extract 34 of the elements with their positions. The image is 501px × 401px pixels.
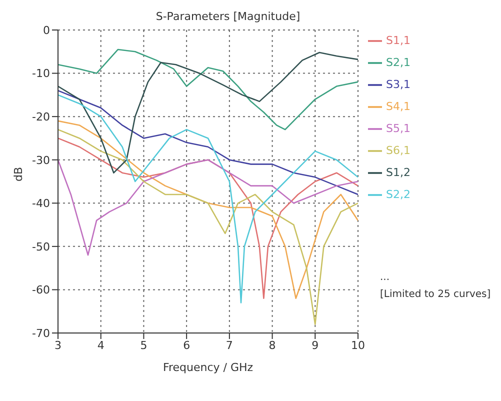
- legend-label: S4,1: [386, 100, 410, 113]
- x-tick-label: 3: [54, 338, 62, 352]
- y-tick-label: -70: [32, 326, 50, 340]
- y-tick-label: -50: [32, 240, 50, 254]
- y-tick-label: -40: [32, 197, 50, 210]
- x-tick-label: 6: [183, 338, 190, 352]
- legend-label: S2,1: [386, 56, 410, 69]
- line-series: [58, 48, 358, 130]
- text: ...: [380, 272, 391, 283]
- y-tick-label: -20: [32, 110, 50, 124]
- y-tick-label: -10: [32, 67, 50, 80]
- chart-title: S-Parameters [Magnitude]: [154, 10, 302, 23]
- legend-label: S3,1: [386, 78, 410, 91]
- line-series: [58, 90, 358, 196]
- line-series: [58, 52, 358, 174]
- x-axis-title: Frequency / GHz: [162, 361, 254, 374]
- line-series: [58, 128, 358, 325]
- y-tick-label: 0: [43, 24, 50, 37]
- x-tick-label: 7: [226, 338, 233, 352]
- x-tick-label: 5: [140, 338, 148, 352]
- x-tick-label: 8: [268, 338, 276, 352]
- legend-label: S6,1: [386, 144, 410, 157]
- x-tick-label: 4: [97, 338, 104, 352]
- y-tick-label: -30: [32, 154, 50, 167]
- x-tick-label: 9: [312, 338, 319, 352]
- legend-label: S5,1: [386, 122, 410, 135]
- legend-label: S2,2: [386, 188, 410, 201]
- text: [Limited to 25 curves]: [380, 289, 491, 300]
- x-tick-label: 10: [351, 338, 365, 352]
- line-series: [58, 159, 358, 256]
- y-tick-label: -60: [32, 284, 50, 297]
- legend-label: S1,2: [386, 166, 410, 179]
- legend-label: S1,1: [386, 34, 410, 47]
- y-axis-title: dB: [12, 166, 25, 182]
